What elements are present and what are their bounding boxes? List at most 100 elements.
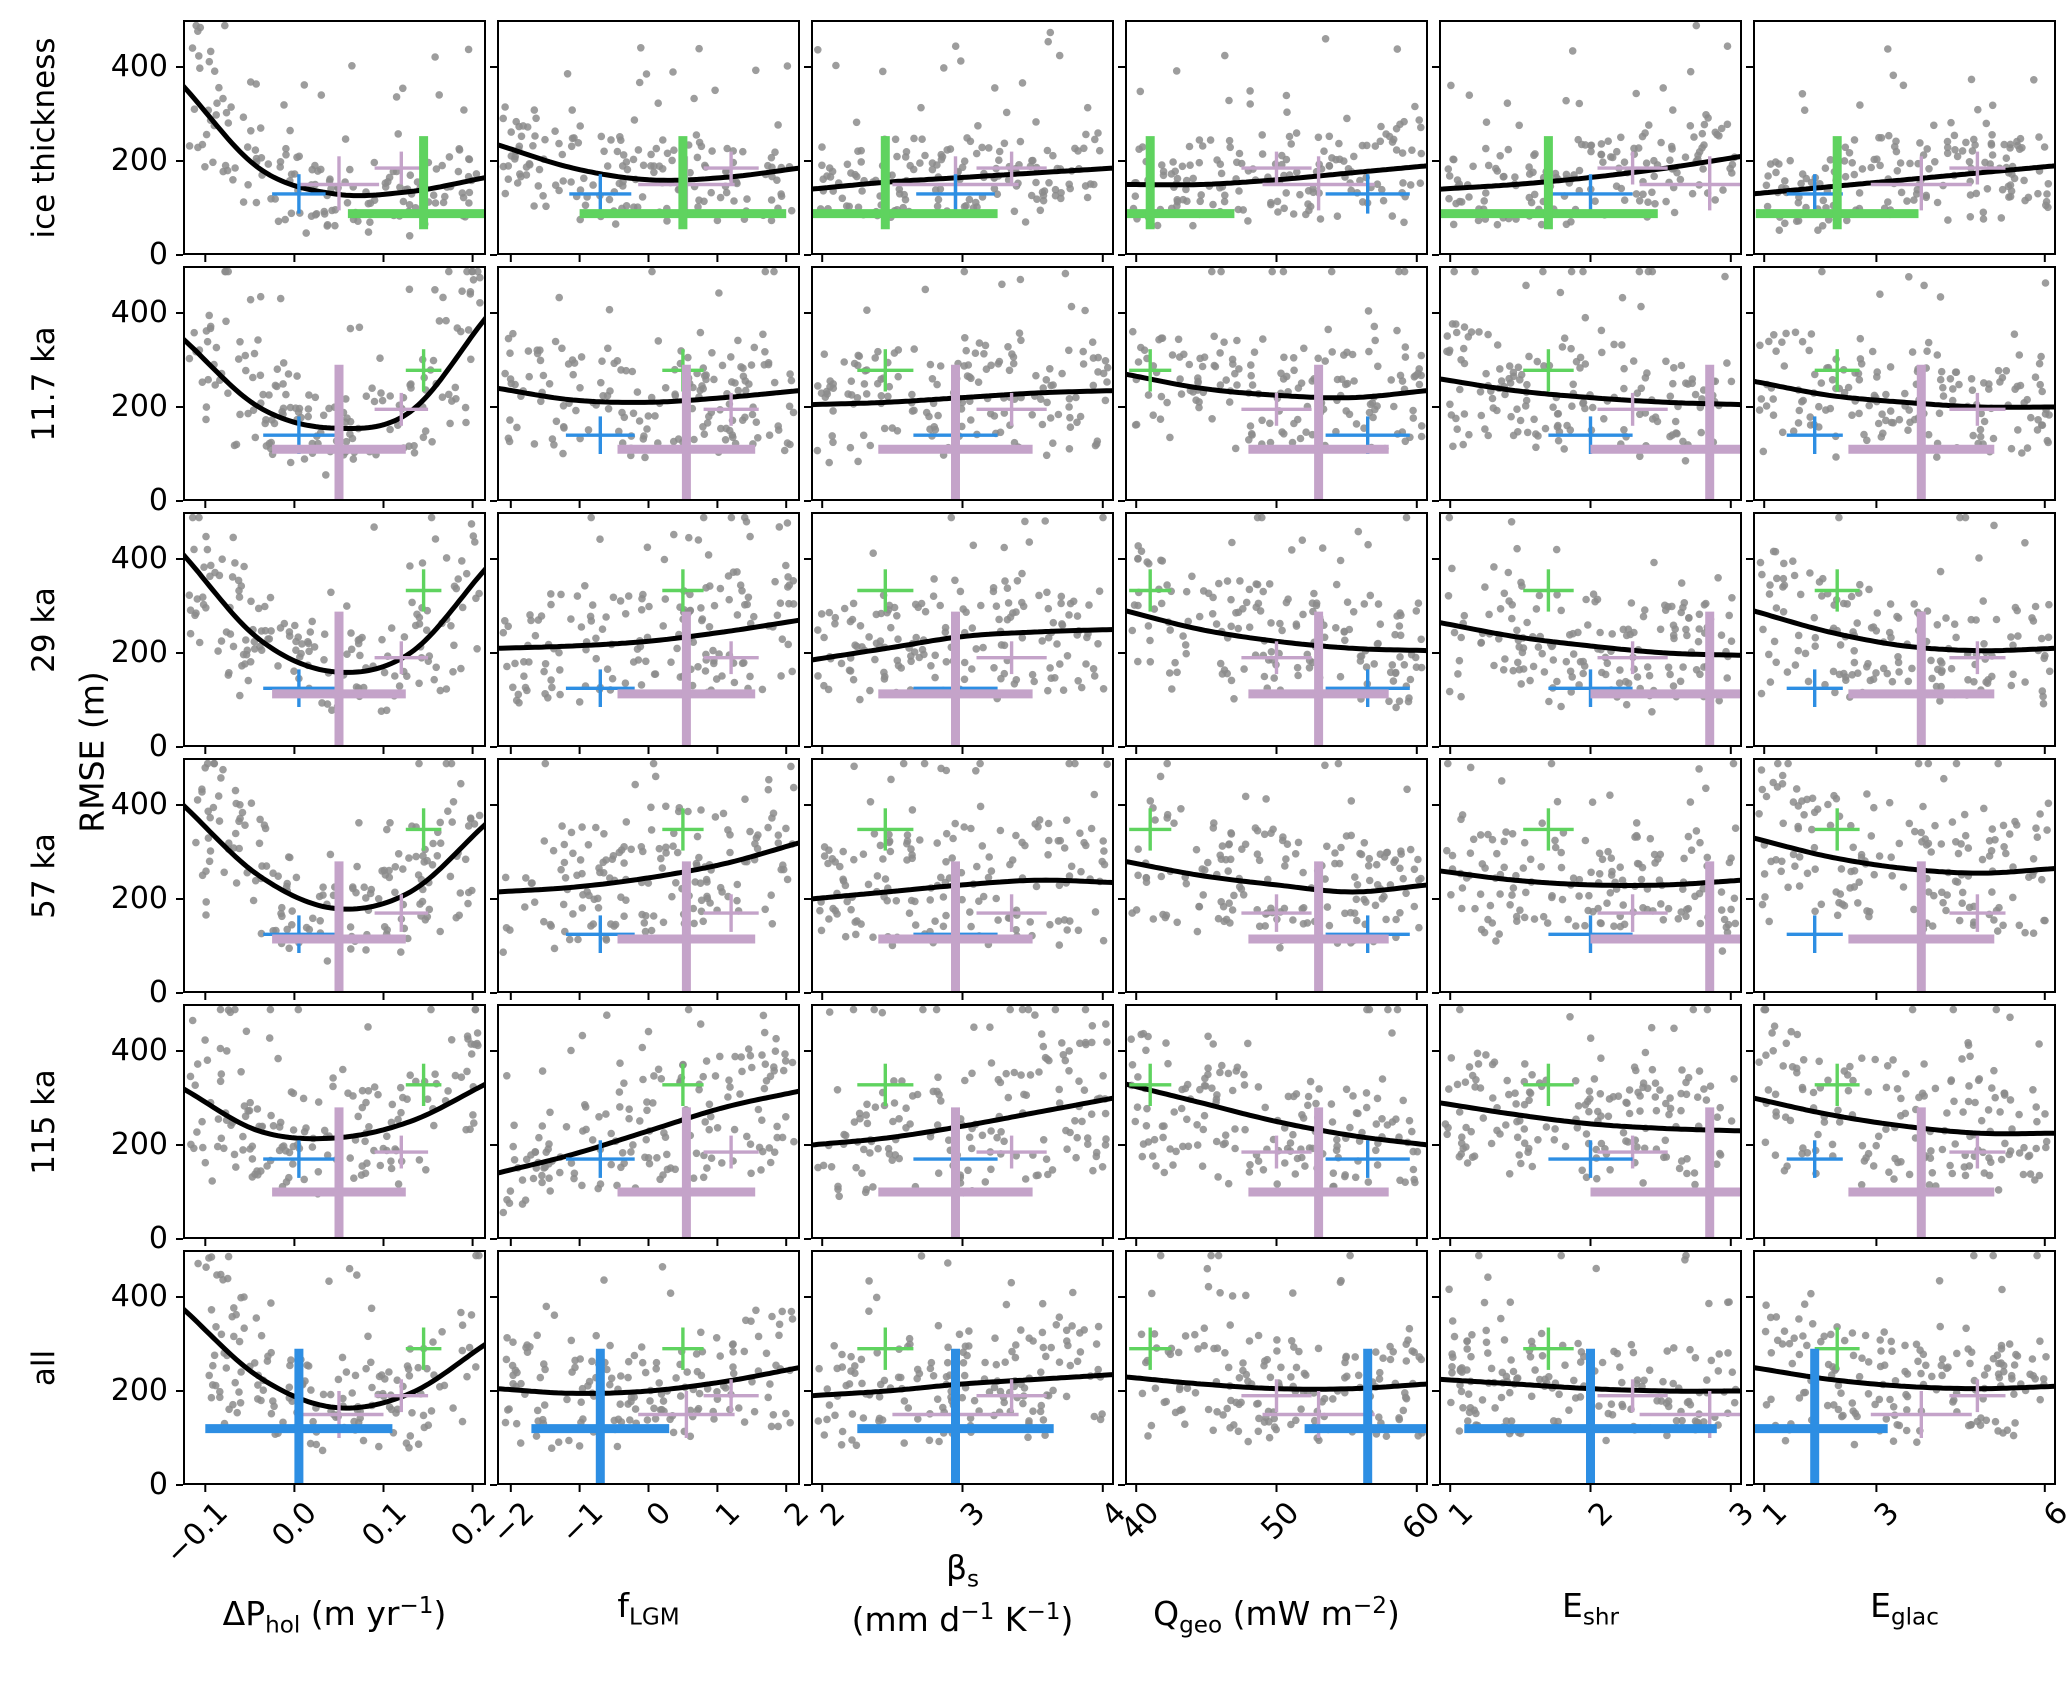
trend-line xyxy=(497,1088,800,1176)
panel-115-ka-beta_s xyxy=(804,1004,1114,1246)
row-label-ice-thickness: ice thickness xyxy=(26,37,62,239)
panel-ice-thickness-e_glac xyxy=(1746,20,2056,262)
x-tick-label: 2 xyxy=(813,1495,853,1534)
panel-all-e_glac xyxy=(1746,1250,2056,1492)
row-label-57-ka: 57 ka xyxy=(26,833,62,919)
panel-57-ka-dp_hol xyxy=(176,758,486,1000)
scatter-points xyxy=(1762,45,2053,234)
scatter-points xyxy=(1444,513,1736,716)
panel-57-ka-e_glac xyxy=(1746,758,2056,1000)
scatter-points xyxy=(1756,513,2054,708)
scatter-points xyxy=(1755,1005,2051,1194)
panel-57-ka-e_shr xyxy=(1432,758,1742,1000)
y-tick-label: 0 xyxy=(148,237,168,272)
y-tick-label: 0 xyxy=(148,975,168,1010)
panel-115-ka-q_geo xyxy=(1118,1004,1428,1246)
x-tick-label: 3 xyxy=(1722,1495,1762,1534)
trend-line xyxy=(811,165,1114,192)
scatter-points xyxy=(813,267,1112,467)
y-tick-label: 400 xyxy=(110,49,168,84)
scatter-points xyxy=(499,1005,798,1217)
row-label-11.7-ka: 11.7 ka xyxy=(26,326,62,442)
panel-ice-thickness-e_shr xyxy=(1432,20,1742,262)
trend-line xyxy=(1753,1365,2056,1392)
row-label-115-ka: 115 ka xyxy=(26,1069,62,1175)
y-tick-label: 200 xyxy=(110,635,168,670)
y-tick-label: 200 xyxy=(110,143,168,178)
scatter-points xyxy=(185,21,481,240)
row-label-29-ka: 29 ka xyxy=(26,587,62,673)
panel-all-e_shr xyxy=(1432,1250,1742,1492)
x-tick-label: 6 xyxy=(2036,1495,2067,1534)
y-tick-label: 0 xyxy=(148,1221,168,1256)
panel-11.7-ka-q_geo xyxy=(1118,266,1428,508)
x-tick-label: 2 xyxy=(1581,1495,1621,1534)
trend-line xyxy=(183,1306,486,1411)
panel-ice-thickness-f_lgm xyxy=(490,20,800,262)
y-tick-label: 400 xyxy=(110,1279,168,1314)
scatter-points xyxy=(501,1263,797,1452)
y-tick-label: 400 xyxy=(110,295,168,330)
panel-29-ka-e_glac xyxy=(1746,512,2056,754)
y-tick-label: 400 xyxy=(110,541,168,576)
trend-line xyxy=(811,1095,1114,1148)
panel-11.7-ka-f_lgm xyxy=(490,266,800,508)
x-tick-label: 3 xyxy=(1867,1495,1907,1534)
panel-57-ka-f_lgm xyxy=(490,758,800,1000)
scatter-points xyxy=(1127,1005,1422,1197)
trend-line xyxy=(1753,1095,2056,1137)
x-axis-label-E_shr: Eshr xyxy=(1561,1586,1620,1631)
scatter-points xyxy=(816,759,1111,950)
x-tick-label: 1 xyxy=(1755,1495,1795,1534)
trend-line xyxy=(811,388,1114,408)
x-tick-label: 50 xyxy=(1254,1495,1307,1548)
y-tick-label: 200 xyxy=(110,1373,168,1408)
scatter-points xyxy=(499,44,796,228)
trend-line xyxy=(811,877,1114,902)
x-tick-label: 0.1 xyxy=(355,1495,415,1554)
x-tick-label: 0.0 xyxy=(265,1495,325,1554)
row-label-all: all xyxy=(26,1349,62,1387)
x-tick-label: −2 xyxy=(485,1495,542,1552)
trend-line xyxy=(811,627,1114,663)
panel-all-f_lgm xyxy=(490,1250,800,1492)
panel-29-ka-f_lgm xyxy=(490,512,800,754)
y-tick-label: 400 xyxy=(110,787,168,822)
scatter-points xyxy=(1761,1251,2050,1449)
trend-line xyxy=(497,385,800,405)
panel-ice-thickness-dp_hol xyxy=(176,20,486,262)
scatter-points xyxy=(499,513,798,707)
panel-29-ka-q_geo xyxy=(1118,512,1428,754)
x-tick-label: 1 xyxy=(1441,1495,1481,1534)
trend-line xyxy=(1439,1100,1742,1134)
trend-line xyxy=(1753,163,2056,197)
panel-115-ka-f_lgm xyxy=(490,1004,800,1246)
panel-115-ka-e_shr xyxy=(1432,1004,1742,1246)
scatter-points xyxy=(814,1005,1111,1201)
x-tick-label: −0.1 xyxy=(158,1495,236,1572)
scatter-points xyxy=(814,1252,1106,1450)
y-tick-label: 400 xyxy=(110,1033,168,1068)
x-axis-label-Q_geo: Qgeo (mW m−2) xyxy=(1153,1593,1400,1639)
x-axis-label-beta_s-units: (mm d−1 K−1) xyxy=(851,1599,1074,1639)
y-tick-label: 200 xyxy=(110,1127,168,1162)
trend-line xyxy=(1125,1081,1428,1148)
y-tick-label: 200 xyxy=(110,389,168,424)
scatter-points xyxy=(1445,1251,1740,1445)
trend-line xyxy=(497,617,800,651)
panel-all-beta_s xyxy=(804,1250,1114,1492)
trend-line xyxy=(497,1365,800,1396)
x-tick-label: 1 xyxy=(708,1495,748,1534)
scatter-points xyxy=(1755,267,2053,461)
x-tick-label: 40 xyxy=(1114,1495,1167,1548)
panel-29-ka-dp_hol xyxy=(176,512,486,754)
panel-115-ka-e_glac xyxy=(1746,1004,2056,1246)
x-axis-label-f_LGM: fLGM xyxy=(617,1586,680,1631)
scatter-points xyxy=(1443,759,1740,955)
panel-11.7-ka-e_shr xyxy=(1432,266,1742,508)
y-tick-label: 0 xyxy=(148,483,168,518)
panel-57-ka-q_geo xyxy=(1118,758,1428,1000)
x-axis-label-dP_hol: ΔPhol (m yr−1) xyxy=(222,1593,447,1639)
y-tick-label: 0 xyxy=(148,729,168,764)
